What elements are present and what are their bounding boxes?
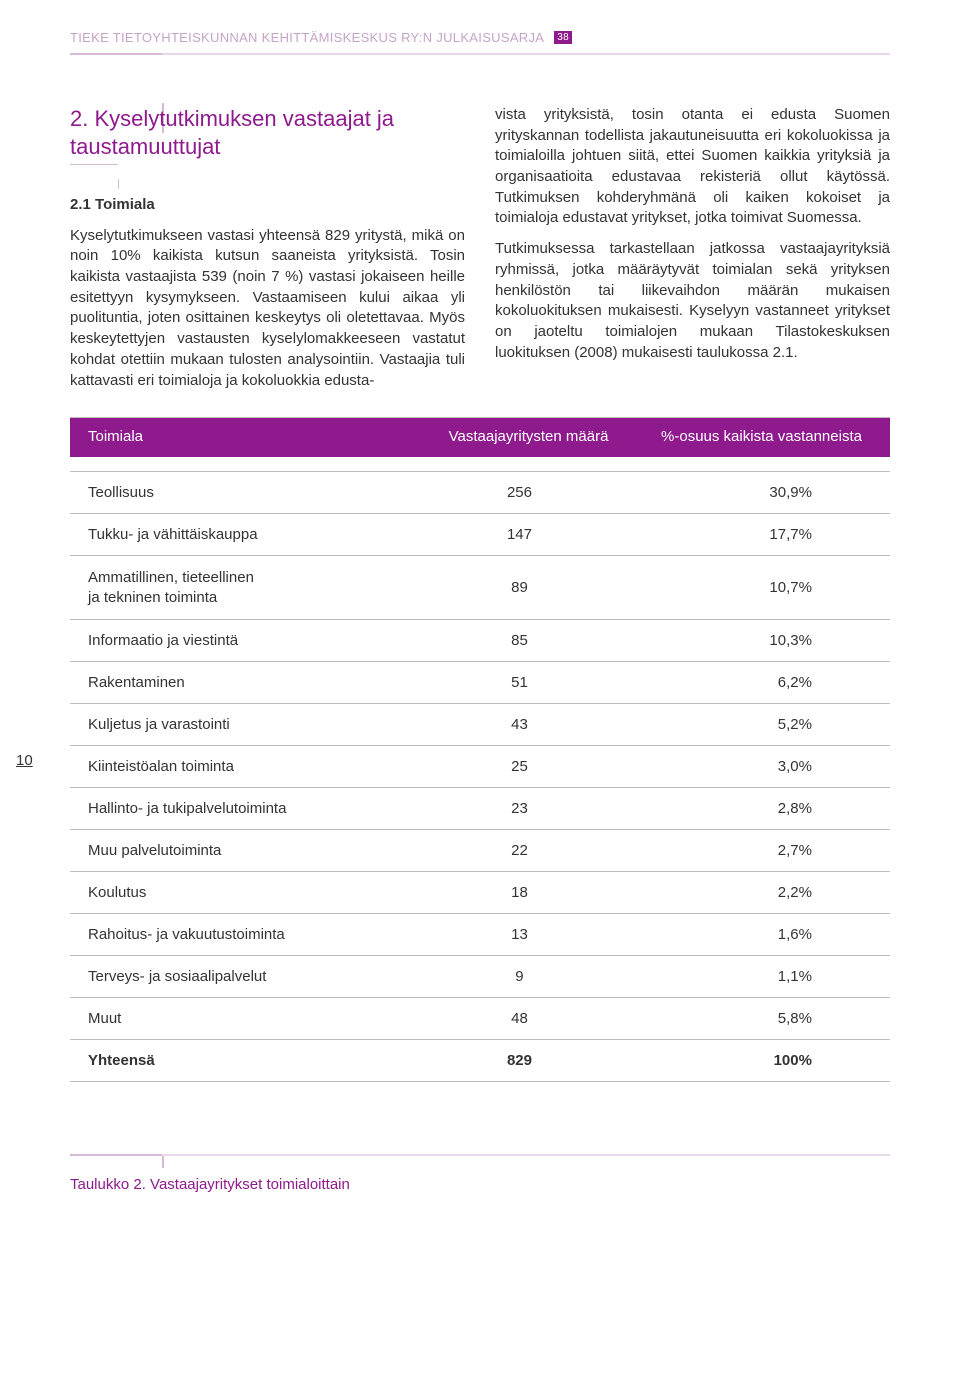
page: TIEKE TIETOYHTEISKUNNAN KEHITTÄMISKESKUS… bbox=[0, 0, 960, 1375]
total-pct: 100% bbox=[660, 1052, 872, 1069]
table-row: Muu palvelutoiminta222,7% bbox=[70, 830, 890, 872]
body-paragraph-right-1: vista yrityksistä, tosin otanta ei edust… bbox=[495, 105, 890, 229]
row-count: 85 bbox=[449, 632, 661, 649]
column-right: vista yrityksistä, tosin otanta ei edust… bbox=[495, 105, 890, 391]
row-count: 51 bbox=[449, 674, 661, 691]
row-label: Rahoitus- ja vakuutustoiminta bbox=[88, 926, 449, 943]
subsection-heading: 2.1 Toimiala bbox=[70, 195, 465, 216]
table-row: Terveys- ja sosiaalipalvelut91,1% bbox=[70, 956, 890, 998]
table-caption: Taulukko 2. Vastaajayritykset toimialoit… bbox=[70, 1176, 890, 1193]
publication-number: 38 bbox=[554, 31, 572, 44]
table-header-col2: Vastaajayritysten määrä bbox=[449, 428, 661, 445]
row-label: Rakentaminen bbox=[88, 674, 449, 691]
row-label: Kuljetus ja varastointi bbox=[88, 716, 449, 733]
row-percent: 5,2% bbox=[660, 716, 872, 733]
table-row: Muut485,8% bbox=[70, 998, 890, 1040]
caption-tick bbox=[162, 1156, 164, 1168]
total-label: Yhteensä bbox=[88, 1052, 449, 1069]
table-row: Teollisuus25630,9% bbox=[70, 471, 890, 514]
row-count: 13 bbox=[449, 926, 661, 943]
table-header-col1: Toimiala bbox=[88, 428, 449, 445]
table-header-row: Toimiala Vastaajayritysten määrä %-osuus… bbox=[70, 418, 890, 457]
row-percent: 1,1% bbox=[660, 968, 872, 985]
section-title: 2. Kyselytutkimuksen vastaajat ja tausta… bbox=[70, 105, 465, 160]
table-row: Ammatillinen, tieteellinenja tekninen to… bbox=[70, 556, 890, 620]
row-count: 48 bbox=[449, 1010, 661, 1027]
row-count: 22 bbox=[449, 842, 661, 859]
table-row: Rahoitus- ja vakuutustoiminta131,6% bbox=[70, 914, 890, 956]
table-row: Tukku- ja vähittäiskauppa14717,7% bbox=[70, 514, 890, 556]
table-body: Teollisuus25630,9%Tukku- ja vähittäiskau… bbox=[70, 471, 890, 1082]
row-count: 25 bbox=[449, 758, 661, 775]
row-percent: 30,9% bbox=[660, 484, 872, 501]
row-count: 18 bbox=[449, 884, 661, 901]
page-number: 10 bbox=[16, 752, 33, 769]
row-count: 9 bbox=[449, 968, 661, 985]
table-total-row: Yhteensä829100% bbox=[70, 1040, 890, 1082]
body-paragraph-left: Kyselytutkimukseen vastasi yhteensä 829 … bbox=[70, 226, 465, 392]
header-rule bbox=[70, 53, 890, 55]
row-label: Muu palvelutoiminta bbox=[88, 842, 449, 859]
row-percent: 2,7% bbox=[660, 842, 872, 859]
data-table: Toimiala Vastaajayritysten määrä %-osuus… bbox=[70, 417, 890, 1082]
row-percent: 2,8% bbox=[660, 800, 872, 817]
row-count: 147 bbox=[449, 526, 661, 543]
column-left: 2. Kyselytutkimuksen vastaajat ja tausta… bbox=[70, 105, 465, 391]
row-percent: 10,7% bbox=[660, 579, 872, 596]
row-percent: 1,6% bbox=[660, 926, 872, 943]
row-label: Muut bbox=[88, 1010, 449, 1027]
row-label: Informaatio ja viestintä bbox=[88, 632, 449, 649]
row-percent: 10,3% bbox=[660, 632, 872, 649]
title-underline bbox=[70, 164, 465, 165]
row-label: Koulutus bbox=[88, 884, 449, 901]
body-columns: 2. Kyselytutkimuksen vastaajat ja tausta… bbox=[70, 105, 890, 391]
row-label: Tukku- ja vähittäiskauppa bbox=[88, 526, 449, 543]
row-label: Hallinto- ja tukipalvelutoiminta bbox=[88, 800, 449, 817]
row-count: 256 bbox=[449, 484, 661, 501]
total-count: 829 bbox=[449, 1052, 661, 1069]
row-label: Terveys- ja sosiaalipalvelut bbox=[88, 968, 449, 985]
row-label: Ammatillinen, tieteellinenja tekninen to… bbox=[88, 568, 449, 607]
table-row: Rakentaminen516,2% bbox=[70, 662, 890, 704]
row-percent: 2,2% bbox=[660, 884, 872, 901]
row-percent: 17,7% bbox=[660, 526, 872, 543]
publication-header: TIEKE TIETOYHTEISKUNNAN KEHITTÄMISKESKUS… bbox=[70, 30, 890, 45]
row-percent: 6,2% bbox=[660, 674, 872, 691]
title-tick bbox=[118, 179, 119, 189]
caption-rule bbox=[70, 1154, 890, 1156]
body-paragraph-right-2: Tutkimuksessa tarkastellaan jatkossa vas… bbox=[495, 239, 890, 363]
table-row: Hallinto- ja tukipalvelutoiminta232,8% bbox=[70, 788, 890, 830]
row-percent: 5,8% bbox=[660, 1010, 872, 1027]
row-count: 89 bbox=[449, 579, 661, 596]
table-row: Informaatio ja viestintä8510,3% bbox=[70, 620, 890, 662]
row-label: Kiinteistöalan toiminta bbox=[88, 758, 449, 775]
table-row: Koulutus182,2% bbox=[70, 872, 890, 914]
publisher-text: TIEKE TIETOYHTEISKUNNAN KEHITTÄMISKESKUS… bbox=[70, 30, 544, 45]
row-percent: 3,0% bbox=[660, 758, 872, 775]
row-count: 23 bbox=[449, 800, 661, 817]
table-row: Kiinteistöalan toiminta253,0% bbox=[70, 746, 890, 788]
table-row: Kuljetus ja varastointi435,2% bbox=[70, 704, 890, 746]
row-count: 43 bbox=[449, 716, 661, 733]
table-header-col3: %-osuus kaikista vastanneista bbox=[660, 428, 872, 445]
row-label: Teollisuus bbox=[88, 484, 449, 501]
